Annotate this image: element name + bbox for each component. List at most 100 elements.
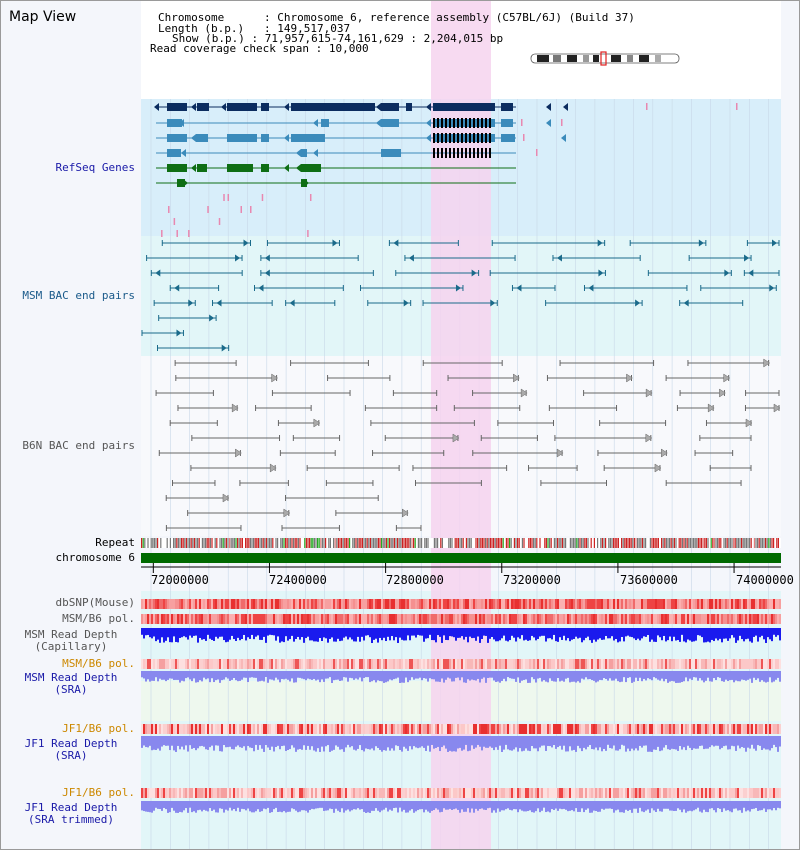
heat-segment (389, 724, 391, 734)
heat-segment (271, 788, 273, 798)
heat-segment (569, 599, 571, 609)
heat-segment (661, 788, 663, 798)
depth-bar (559, 671, 561, 682)
heat-segment (605, 724, 607, 734)
depth-bar (251, 628, 253, 635)
depth-bar (597, 736, 599, 751)
heat-segment (289, 724, 291, 734)
depth-bar (629, 736, 631, 752)
heat-segment (247, 659, 249, 669)
depth-bar (749, 628, 751, 642)
heat-segment (659, 659, 661, 669)
heat-segment (633, 659, 635, 669)
heat-segment (247, 614, 249, 624)
heat-segment (619, 724, 621, 734)
depth-bar (197, 736, 199, 749)
strand-arrow (471, 269, 477, 277)
depth-bar (287, 736, 289, 751)
heat-segment (591, 724, 593, 734)
heat-segment (507, 614, 509, 624)
strand-arrow (748, 269, 754, 277)
depth-bar (245, 671, 247, 678)
heat-segment (253, 599, 255, 609)
depth-bar (183, 671, 185, 682)
heat-segment (633, 724, 635, 734)
track-label-refseq[interactable]: RefSeq Genes (55, 161, 135, 174)
heat-segment (543, 614, 545, 624)
heat-segment (725, 659, 727, 669)
depth-bar (215, 736, 217, 746)
heat-segment (637, 599, 639, 609)
bac-end-arrow (773, 403, 781, 413)
heat-segment (775, 599, 777, 609)
depth-bar (345, 736, 347, 748)
heat-segment (161, 659, 163, 669)
depth-bar (775, 801, 777, 811)
depth-bar (641, 736, 643, 748)
depth-bar (601, 671, 603, 681)
repeat-feature (462, 538, 464, 548)
heat-segment (403, 788, 405, 798)
heat-segment (319, 614, 321, 624)
heat-segment (173, 724, 175, 734)
heat-segment (739, 614, 741, 624)
gene-exon-detail (473, 148, 475, 158)
heat-segment (727, 788, 729, 798)
heat-segment (685, 614, 687, 624)
heat-segment (451, 659, 453, 669)
repeat-feature (230, 538, 232, 548)
depth-bar (197, 801, 199, 811)
track-label-msm-bac[interactable]: MSM BAC end pairs (22, 289, 135, 302)
repeat-feature (262, 538, 264, 548)
depth-bar (231, 801, 233, 811)
repeat-feature (577, 538, 579, 548)
depth-bar (623, 801, 625, 813)
depth-bar (695, 801, 697, 810)
track-label-b6n-bac[interactable]: B6N BAC end pairs (22, 439, 135, 452)
depth-bar (349, 671, 351, 678)
depth-bar (247, 801, 249, 809)
depth-bar (331, 671, 333, 683)
heat-segment (447, 724, 449, 734)
depth-bar (491, 671, 493, 678)
repeat-feature (760, 538, 762, 548)
heat-segment (429, 599, 431, 609)
heat-segment (319, 599, 321, 609)
heat-segment (469, 724, 471, 734)
depth-bar (547, 628, 549, 639)
depth-bar (265, 628, 267, 643)
depth-bar (171, 736, 173, 746)
heat-segment (197, 788, 199, 798)
depth-bar (289, 628, 291, 640)
heat-segment (547, 599, 549, 609)
depth-bar (445, 671, 447, 680)
heat-segment (739, 659, 741, 669)
repeat-feature (768, 538, 770, 548)
heat-segment (475, 724, 477, 734)
depth-bar (201, 671, 203, 682)
depth-bar (145, 671, 147, 682)
heat-segment (765, 788, 767, 798)
heat-segment (449, 614, 451, 624)
heat-segment (225, 614, 227, 624)
heat-segment (237, 599, 239, 609)
depth-bar (675, 736, 677, 750)
depth-bar (343, 736, 345, 752)
strand-arrow (191, 103, 196, 111)
heat-segment (377, 788, 379, 798)
depth-bar (267, 671, 269, 683)
heat-segment (603, 614, 605, 624)
depth-bar (283, 801, 285, 812)
repeat-feature (616, 538, 618, 548)
gene-exon-detail (437, 148, 439, 158)
heat-segment (651, 788, 653, 798)
depth-bar (393, 736, 395, 751)
heat-segment (709, 599, 711, 609)
heat-segment (327, 659, 329, 669)
depth-bar (521, 628, 523, 636)
heat-segment (625, 659, 627, 669)
repeat-feature (742, 538, 744, 548)
depth-bar (687, 736, 689, 746)
depth-bar (647, 801, 649, 810)
